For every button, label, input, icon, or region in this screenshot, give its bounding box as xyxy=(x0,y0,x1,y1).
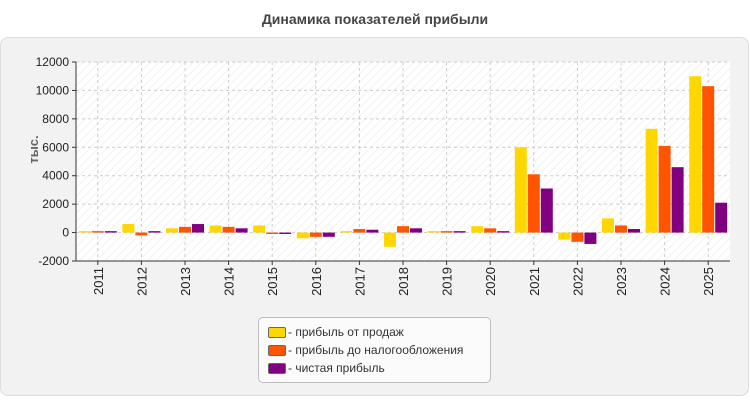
x-tick-label: 2013 xyxy=(178,267,193,296)
x-tick-label: 2023 xyxy=(614,267,629,296)
bar xyxy=(645,128,658,233)
y-tick-label: -2000 xyxy=(38,254,69,268)
bar xyxy=(658,145,671,233)
bar xyxy=(179,226,191,233)
bar xyxy=(671,167,684,233)
legend-label: - чистая прибыль xyxy=(288,361,385,375)
bar xyxy=(166,228,178,233)
bar xyxy=(410,228,422,233)
legend-swatch xyxy=(268,326,286,338)
bar xyxy=(397,226,409,233)
bar xyxy=(497,231,510,233)
bar xyxy=(615,225,627,233)
bar xyxy=(702,86,715,233)
x-tick-label: 2019 xyxy=(440,267,455,296)
bar xyxy=(384,232,396,247)
y-axis-label: тыс. xyxy=(26,135,41,163)
bar xyxy=(571,232,584,242)
bar xyxy=(91,231,104,233)
legend-label: - прибыль от продаж xyxy=(288,325,404,339)
bar xyxy=(527,174,540,233)
y-tick-label: 10000 xyxy=(36,83,70,97)
bar xyxy=(192,224,204,233)
y-tick-label: 4000 xyxy=(42,169,69,183)
bar xyxy=(322,232,335,237)
bar xyxy=(309,232,322,237)
bar xyxy=(715,202,728,233)
x-tick-label: 2012 xyxy=(134,267,149,296)
legend-item: - прибыль до налогообложения xyxy=(268,341,490,359)
bar xyxy=(122,224,135,233)
bar xyxy=(209,225,222,233)
y-tick-label: 0 xyxy=(62,226,69,240)
bar xyxy=(427,231,440,233)
x-tick-label: 2022 xyxy=(570,267,585,296)
bar xyxy=(104,231,117,233)
bar xyxy=(602,218,614,233)
bar xyxy=(558,232,571,240)
chart-legend: - прибыль от продаж - прибыль до налогооб… xyxy=(258,317,491,383)
bar xyxy=(253,225,266,233)
x-tick-label: 2018 xyxy=(396,267,411,296)
bar xyxy=(135,232,148,236)
bar xyxy=(540,188,553,233)
bar xyxy=(78,231,91,233)
bar xyxy=(440,231,453,233)
bar xyxy=(484,228,497,233)
bar xyxy=(235,228,248,233)
bar xyxy=(266,232,279,234)
bar xyxy=(148,231,161,233)
bar xyxy=(689,76,702,233)
bar xyxy=(471,226,484,233)
y-tick-label: 2000 xyxy=(42,197,69,211)
x-tick-label: 2021 xyxy=(527,267,542,296)
legend-label: - прибыль до налогообложения xyxy=(288,343,464,357)
x-tick-label: 2016 xyxy=(309,267,324,296)
x-tick-label: 2011 xyxy=(91,267,106,295)
chart-title: Динамика показателей прибыли xyxy=(261,11,489,27)
y-tick-label: 6000 xyxy=(42,140,69,154)
bar xyxy=(222,226,235,233)
y-tick-label: 12000 xyxy=(36,55,70,69)
bar xyxy=(584,232,597,244)
x-tick-label: 2017 xyxy=(352,267,367,296)
bar xyxy=(628,229,640,233)
bar xyxy=(366,229,379,233)
x-tick-label: 2020 xyxy=(483,267,498,296)
bar xyxy=(353,229,366,233)
legend-swatch xyxy=(268,344,286,356)
x-tick-label: 2014 xyxy=(222,267,237,296)
x-tick-label: 2024 xyxy=(658,267,673,296)
legend-item: - прибыль от продаж xyxy=(268,323,490,341)
x-tick-label: 2015 xyxy=(265,267,280,296)
bar xyxy=(514,147,527,233)
bar xyxy=(296,232,309,239)
x-tick-label: 2025 xyxy=(701,267,716,296)
bar xyxy=(279,232,292,234)
y-tick-label: 8000 xyxy=(42,112,69,126)
legend-item: - чистая прибыль xyxy=(268,359,490,377)
bar xyxy=(340,231,353,233)
bar xyxy=(453,231,466,233)
legend-swatch xyxy=(268,362,286,374)
